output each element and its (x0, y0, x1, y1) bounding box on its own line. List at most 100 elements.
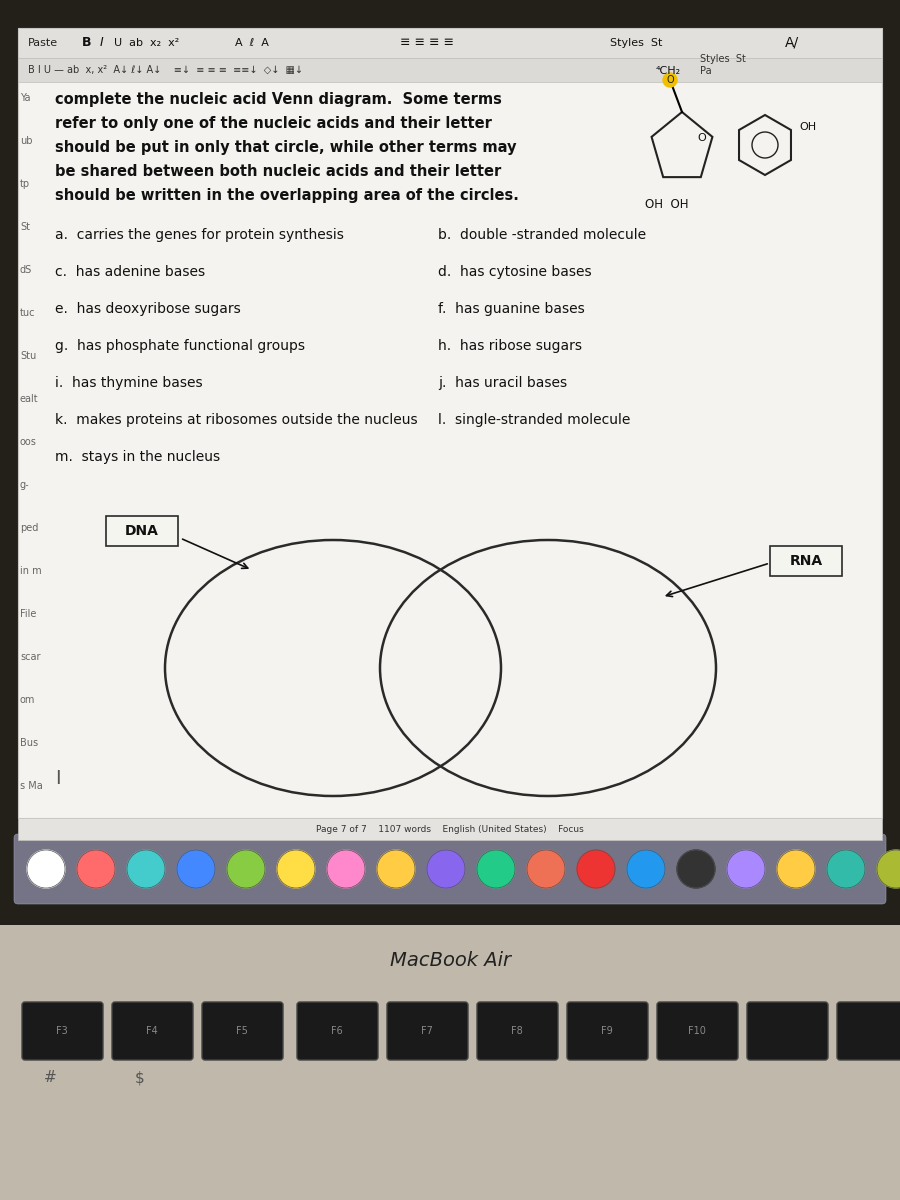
Text: F5: F5 (236, 1026, 248, 1036)
Text: om: om (20, 695, 35, 704)
FancyBboxPatch shape (18, 28, 882, 818)
Text: F10: F10 (688, 1026, 706, 1036)
Text: F6: F6 (331, 1026, 343, 1036)
Circle shape (277, 850, 315, 888)
Circle shape (127, 850, 165, 888)
Circle shape (877, 850, 900, 888)
Text: b.  double -stranded molecule: b. double -stranded molecule (438, 228, 646, 242)
Circle shape (727, 850, 765, 888)
Text: dS: dS (20, 265, 32, 275)
Text: g.  has phosphate functional groups: g. has phosphate functional groups (55, 338, 305, 353)
Text: Bus: Bus (20, 738, 38, 748)
Text: I: I (100, 36, 104, 49)
Text: B I U — ab  x, x²  A↓ ℓ↓ A↓    ≡↓  ≡ ≡ ≡  ≡≡↓  ◇↓  ▦↓: B I U — ab x, x² A↓ ℓ↓ A↓ ≡↓ ≡ ≡ ≡ ≡≡↓ ◇… (28, 65, 303, 74)
FancyBboxPatch shape (477, 1002, 558, 1060)
Text: ealt: ealt (20, 394, 39, 404)
FancyBboxPatch shape (0, 0, 900, 925)
Circle shape (427, 850, 465, 888)
Circle shape (477, 850, 515, 888)
Text: l.  single-stranded molecule: l. single-stranded molecule (438, 413, 630, 427)
Text: in m: in m (20, 566, 41, 576)
Text: F8: F8 (511, 1026, 523, 1036)
Text: be shared between both nucleic acids and their letter: be shared between both nucleic acids and… (55, 164, 501, 179)
FancyBboxPatch shape (22, 1002, 103, 1060)
Text: c.  has adenine bases: c. has adenine bases (55, 265, 205, 278)
Text: i.  has thymine bases: i. has thymine bases (55, 376, 202, 390)
Circle shape (827, 850, 865, 888)
FancyBboxPatch shape (112, 1002, 193, 1060)
Text: d.  has cytosine bases: d. has cytosine bases (438, 265, 591, 278)
Text: Page 7 of 7    1107 words    English (United States)    Focus: Page 7 of 7 1107 words English (United S… (316, 824, 584, 834)
Text: B: B (82, 36, 92, 49)
Text: F4: F4 (146, 1026, 158, 1036)
Text: h.  has ribose sugars: h. has ribose sugars (438, 338, 582, 353)
Text: F7: F7 (421, 1026, 433, 1036)
Text: ≡ ≡ ≡ ≡: ≡ ≡ ≡ ≡ (400, 36, 454, 49)
Circle shape (177, 850, 215, 888)
Circle shape (677, 850, 715, 888)
Text: tuc: tuc (20, 308, 35, 318)
Text: m.  stays in the nucleus: m. stays in the nucleus (55, 450, 220, 464)
FancyBboxPatch shape (770, 546, 842, 576)
Text: St: St (20, 222, 30, 232)
FancyBboxPatch shape (18, 28, 882, 58)
Text: I: I (55, 768, 61, 787)
FancyBboxPatch shape (747, 1002, 828, 1060)
Text: Paste: Paste (28, 38, 58, 48)
Text: s Ma: s Ma (20, 781, 43, 791)
Text: OH  OH: OH OH (645, 198, 688, 211)
Circle shape (27, 850, 65, 888)
Text: should be put in only that circle, while other terms may: should be put in only that circle, while… (55, 140, 517, 155)
Circle shape (577, 850, 615, 888)
Text: A  ℓ  A: A ℓ A (235, 38, 269, 48)
Text: $: $ (135, 1070, 145, 1086)
Text: scar: scar (20, 652, 40, 662)
Text: complete the nucleic acid Venn diagram.  Some terms: complete the nucleic acid Venn diagram. … (55, 92, 502, 107)
Text: refer to only one of the nucleic acids and their letter: refer to only one of the nucleic acids a… (55, 116, 492, 131)
Text: File: File (20, 608, 36, 619)
Text: O: O (666, 74, 674, 85)
Text: OH: OH (799, 122, 816, 132)
Text: O: O (698, 133, 706, 143)
Text: F9: F9 (601, 1026, 613, 1036)
Text: DNA: DNA (125, 524, 159, 538)
Text: should be written in the overlapping area of the circles.: should be written in the overlapping are… (55, 188, 519, 203)
Text: RNA: RNA (789, 554, 823, 568)
Text: ⁴CH₂: ⁴CH₂ (655, 66, 680, 76)
FancyBboxPatch shape (14, 834, 886, 904)
Circle shape (777, 850, 815, 888)
Circle shape (663, 73, 677, 86)
Text: U  ab  x₂  x²: U ab x₂ x² (114, 38, 179, 48)
Circle shape (227, 850, 265, 888)
Text: Styles  St
Pa: Styles St Pa (700, 54, 746, 76)
Text: a.  carries the genes for protein synthesis: a. carries the genes for protein synthes… (55, 228, 344, 242)
Text: Styles  St: Styles St (610, 38, 662, 48)
FancyBboxPatch shape (0, 900, 900, 1200)
Circle shape (327, 850, 365, 888)
Circle shape (77, 850, 115, 888)
Text: k.  makes proteins at ribosomes outside the nucleus: k. makes proteins at ribosomes outside t… (55, 413, 418, 427)
FancyBboxPatch shape (106, 516, 178, 546)
FancyBboxPatch shape (567, 1002, 648, 1060)
Circle shape (527, 850, 565, 888)
Text: oos: oos (20, 437, 37, 446)
Text: j.  has uracil bases: j. has uracil bases (438, 376, 567, 390)
Text: g-: g- (20, 480, 30, 490)
FancyBboxPatch shape (18, 818, 882, 840)
FancyBboxPatch shape (387, 1002, 468, 1060)
Text: Stu: Stu (20, 350, 36, 361)
FancyBboxPatch shape (202, 1002, 283, 1060)
Text: e.  has deoxyribose sugars: e. has deoxyribose sugars (55, 302, 241, 316)
Text: MacBook Air: MacBook Air (390, 950, 510, 970)
FancyBboxPatch shape (657, 1002, 738, 1060)
Text: ped: ped (20, 523, 39, 533)
FancyBboxPatch shape (18, 58, 882, 82)
Circle shape (377, 850, 415, 888)
FancyBboxPatch shape (297, 1002, 378, 1060)
Text: tp: tp (20, 179, 30, 188)
FancyBboxPatch shape (837, 1002, 900, 1060)
Text: Ya: Ya (20, 92, 31, 103)
Text: F3: F3 (56, 1026, 68, 1036)
Text: f.  has guanine bases: f. has guanine bases (438, 302, 585, 316)
Text: A/: A/ (785, 36, 799, 50)
